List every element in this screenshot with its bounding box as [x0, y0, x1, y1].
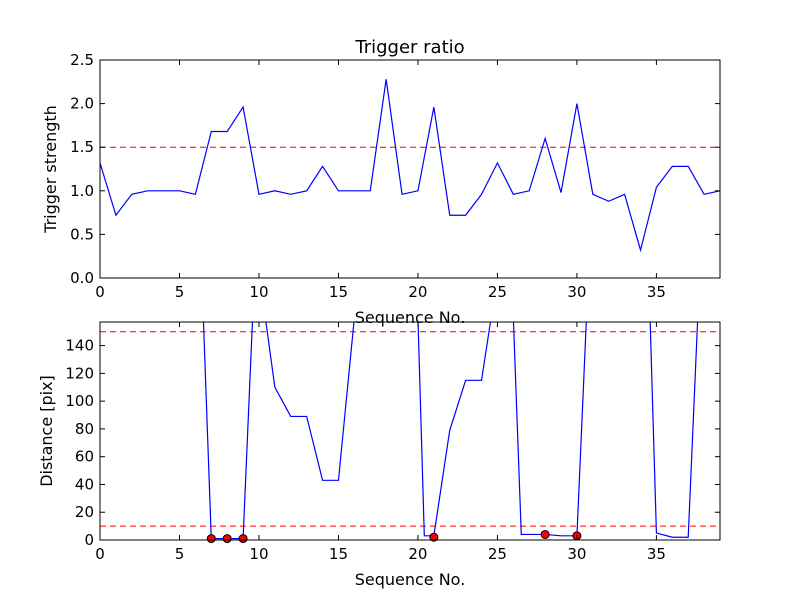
- y-tick-label: 100: [65, 392, 94, 410]
- x-tick-label: 35: [647, 283, 666, 301]
- y-tick-label: 2.5: [70, 51, 94, 69]
- x-tick-label: 10: [249, 283, 268, 301]
- x-tick-label: 0: [95, 545, 105, 563]
- y-tick-label: 0.0: [70, 269, 94, 287]
- series-line: [100, 79, 720, 253]
- data-point-marker: [206, 534, 216, 544]
- x-tick-label: 35: [647, 545, 666, 563]
- bottom-y-axis-ticks: 0 20 40 60 80 100 120 140: [65, 337, 720, 549]
- distance-panel: 0 5 10 15 20 25 30 35 0 20 40 60 80 100 120 140 Sequen…: [37, 321, 721, 589]
- y-tick-label: 80: [75, 420, 94, 438]
- y-tick-label: 120: [65, 364, 94, 382]
- trigger-ratio-panel: Trigger ratio 0 5 10 15 20 25 30 35 0.0 0.5 1.0 1.…: [41, 37, 721, 327]
- bottom-markers: [206, 529, 582, 544]
- y-tick-label: 20: [75, 503, 94, 521]
- top-series: [100, 79, 720, 253]
- bottom-x-axis-label: Sequence No.: [355, 570, 466, 589]
- x-tick-label: 0: [95, 283, 105, 301]
- x-tick-label: 20: [408, 545, 427, 563]
- y-tick-label: 40: [75, 475, 94, 493]
- x-tick-label: 15: [329, 545, 348, 563]
- x-tick-label: 25: [488, 545, 507, 563]
- top-chart-title: Trigger ratio: [354, 37, 464, 58]
- top-x-axis-label: Sequence No.: [355, 308, 466, 327]
- y-tick-label: 60: [75, 448, 94, 466]
- x-tick-label: 10: [249, 545, 268, 563]
- x-tick-label: 20: [408, 283, 427, 301]
- x-tick-label: 15: [329, 283, 348, 301]
- top-plot-frame: [99, 59, 721, 279]
- x-tick-label: 30: [567, 545, 586, 563]
- data-point-marker: [222, 534, 232, 544]
- bottom-y-axis-label: Distance [pix]: [37, 375, 56, 487]
- bottom-plot-frame: [99, 321, 721, 541]
- data-point-marker: [238, 534, 248, 544]
- y-tick-label: 140: [65, 337, 94, 355]
- bottom-x-axis-ticks: 0 5 10 15 20 25 30 35: [95, 322, 666, 563]
- y-tick-label: 1.0: [70, 182, 94, 200]
- data-point-marker: [540, 529, 550, 539]
- series-line: [202, 322, 699, 540]
- x-tick-label: 30: [567, 283, 586, 301]
- top-y-axis-ticks: 0.0 0.5 1.0 1.5 2.0 2.5: [70, 51, 720, 287]
- x-tick-label: 5: [175, 545, 185, 563]
- x-tick-label: 25: [488, 283, 507, 301]
- y-tick-label: 0: [84, 531, 94, 549]
- bottom-series: [202, 322, 699, 540]
- x-tick-label: 5: [175, 283, 185, 301]
- y-tick-label: 1.5: [70, 138, 94, 156]
- data-point-marker: [429, 532, 439, 542]
- y-tick-label: 2.0: [70, 95, 94, 113]
- y-tick-label: 0.5: [70, 225, 94, 243]
- top-y-axis-label: Trigger strength: [41, 105, 60, 234]
- top-x-axis-ticks: 0 5 10 15 20 25 30 35: [95, 60, 666, 301]
